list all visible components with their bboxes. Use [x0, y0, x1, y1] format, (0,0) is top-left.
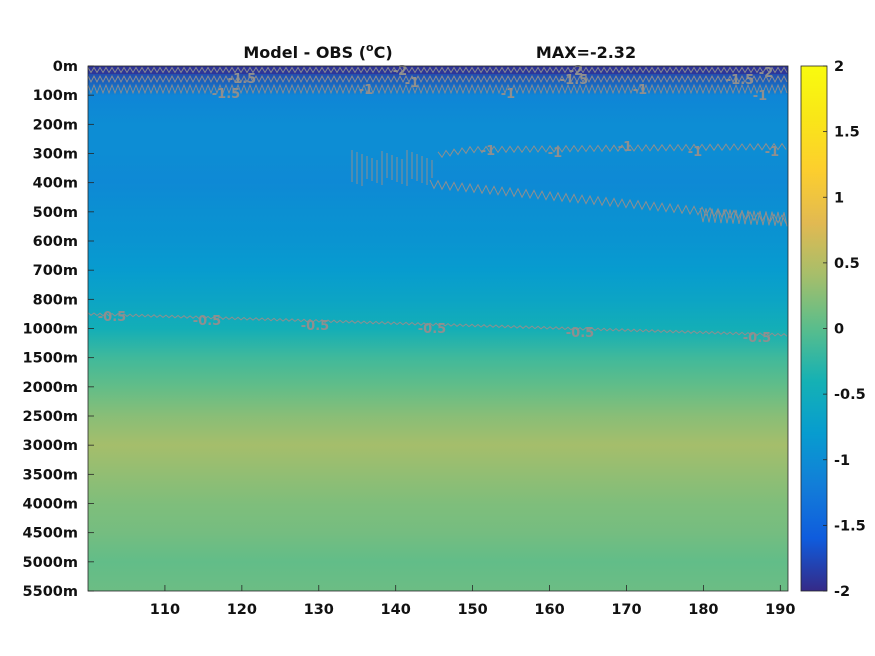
y-axis: 0m 100m 200m 300m 400m 500m 600m 700m 800m 1000m 1…	[23, 59, 94, 600]
x-tick-label: 190	[765, 602, 795, 618]
colorbar-tick-label: -1	[834, 453, 850, 469]
contour-half	[87, 312, 788, 337]
plot-area: -2-1.5 -1-1.5 -1-2-1.5-1 -1-1.5 -2-1-1 -1 -1 -1…	[87, 64, 789, 592]
y-tick-label: 500m	[33, 205, 78, 221]
colorbar: 2 1.5 1 0.5 0 -0.5 -1 -1.5 -2	[800, 59, 866, 600]
y-tick-label: 400m	[33, 176, 78, 192]
y-tick-label: 4000m	[23, 497, 78, 513]
contour-label: -0.5	[193, 314, 221, 329]
contour-label: -1	[688, 145, 702, 160]
chart-title-unit: C)	[374, 43, 393, 62]
colorbar-ticks: 2 1.5 1 0.5 0 -0.5 -1 -1.5 -2	[823, 59, 866, 600]
x-tick-label: 140	[381, 602, 411, 618]
y-tick-label: 800m	[33, 292, 78, 308]
contour-label: -1	[618, 140, 632, 155]
contour-label: -0.5	[418, 322, 446, 337]
y-tick-label: 4500m	[23, 526, 78, 542]
contour-label: -2	[393, 64, 407, 79]
x-tick-label: 120	[227, 602, 257, 618]
y-tick-label: 2500m	[23, 409, 78, 425]
colorbar-tick-label: 0	[834, 322, 844, 338]
contour-lobe-lower	[429, 179, 787, 224]
contour-lobe-noise	[351, 150, 433, 186]
contour-surface-a	[87, 66, 788, 74]
y-tick-label: 2000m	[23, 380, 78, 396]
colorbar-tick-label: -2	[834, 584, 850, 600]
colorbar-fill	[801, 66, 827, 591]
contour-label: -1	[633, 83, 647, 98]
colorbar-tick-label: -1.5	[834, 518, 866, 534]
contour-lobe-upper	[437, 142, 787, 159]
contour-label: -2	[759, 66, 773, 81]
contour-label: -0.5	[301, 319, 329, 334]
contour-label: -1.5	[726, 73, 754, 88]
y-tick-label: 1000m	[23, 322, 78, 338]
y-tick-label: 200m	[33, 117, 78, 133]
contour-label: -0.5	[98, 310, 126, 325]
chart-title: Model - OBS (oC)	[243, 41, 392, 62]
x-tick-label: 130	[304, 602, 334, 618]
y-tick-label: 700m	[33, 263, 78, 279]
chart-title-superscript: o	[366, 41, 374, 54]
y-tick-label: 0m	[53, 59, 78, 75]
x-tick-label: 170	[611, 602, 641, 618]
contour-label: -1	[405, 76, 419, 91]
contour-label: -1	[359, 83, 373, 98]
x-axis: 110 120 130 140 150 160 170 180 190	[150, 585, 795, 618]
y-tick-label: 300m	[33, 147, 78, 163]
contour-label: -0.5	[743, 331, 771, 346]
max-label: MAX=-2.32	[536, 43, 636, 62]
y-tick-label: 100m	[33, 88, 78, 104]
x-tick-label: 180	[688, 602, 718, 618]
contour-label: -1	[501, 87, 515, 102]
y-tick-label: 3500m	[23, 467, 78, 483]
field-background	[88, 66, 788, 591]
x-tick-label: 160	[534, 602, 564, 618]
y-tick-label: 5000m	[23, 555, 78, 571]
chart-title-text: Model - OBS (	[243, 43, 366, 62]
contour-lines	[87, 66, 788, 337]
y-tick-label: 5500m	[23, 584, 78, 600]
y-tick-label: 1500m	[23, 351, 78, 367]
contour-lobe-edge	[699, 207, 788, 227]
y-tick-label: 600m	[33, 234, 78, 250]
contour-label: -1	[765, 145, 779, 160]
colorbar-tick-label: -0.5	[834, 387, 866, 403]
contour-label: -1	[753, 89, 767, 104]
colorbar-tick-label: 2	[834, 59, 844, 75]
x-tick-label: 110	[150, 602, 180, 618]
contour-label: -1.5	[228, 72, 256, 87]
contour-label: -0.5	[566, 326, 594, 341]
contour-surface-c	[87, 83, 788, 95]
contour-labels: -2-1.5 -1-1.5 -1-2-1.5-1 -1-1.5 -2-1-1 -1 -1 -1…	[98, 64, 779, 346]
colorbar-tick-label: 0.5	[834, 256, 860, 272]
contour-label: -1.5	[212, 87, 240, 102]
colorbar-tick-label: 1	[834, 190, 844, 206]
y-tick-label: 3000m	[23, 438, 78, 454]
contour-label: -1.5	[560, 73, 588, 88]
x-tick-label: 150	[457, 602, 487, 618]
contour-label: -1	[548, 146, 562, 161]
contour-surface-b	[87, 74, 788, 84]
colorbar-tick-label: 1.5	[834, 125, 860, 141]
contour-label: -2	[569, 64, 583, 79]
contour-label: -1	[481, 144, 495, 159]
